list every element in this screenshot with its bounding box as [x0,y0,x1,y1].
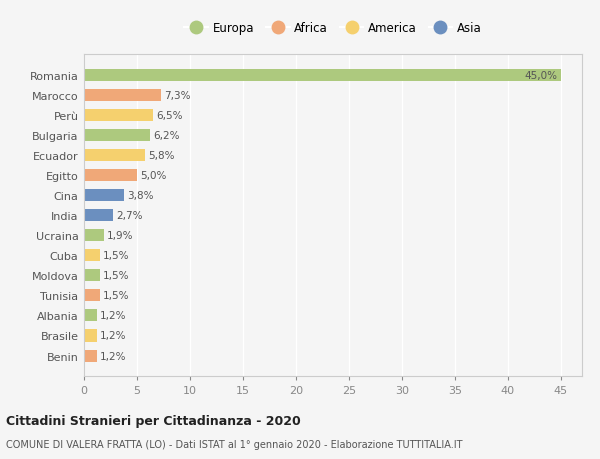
Text: 1,2%: 1,2% [100,311,127,321]
Text: COMUNE DI VALERA FRATTA (LO) - Dati ISTAT al 1° gennaio 2020 - Elaborazione TUTT: COMUNE DI VALERA FRATTA (LO) - Dati ISTA… [6,440,463,449]
Text: 5,0%: 5,0% [140,171,167,181]
Text: 1,2%: 1,2% [100,351,127,361]
Bar [84,310,97,322]
Text: 45,0%: 45,0% [524,71,557,81]
Text: 3,8%: 3,8% [127,191,154,201]
Bar [84,90,161,102]
Bar [84,290,100,302]
Legend: Europa, Africa, America, Asia: Europa, Africa, America, Asia [184,22,482,35]
Bar [84,330,97,342]
Bar [84,350,97,362]
Text: 6,5%: 6,5% [156,111,182,121]
Text: 1,9%: 1,9% [107,231,134,241]
Bar [84,190,124,202]
Text: 1,5%: 1,5% [103,271,130,281]
Bar [84,250,100,262]
Bar [84,270,100,282]
Text: 1,5%: 1,5% [103,291,130,301]
Bar [84,70,561,82]
Text: 7,3%: 7,3% [164,91,191,101]
Bar [84,230,104,242]
Text: 1,5%: 1,5% [103,251,130,261]
Bar [84,170,137,182]
Bar [84,110,153,122]
Bar [84,150,145,162]
Bar [84,210,113,222]
Text: 1,2%: 1,2% [100,331,127,341]
Text: 2,7%: 2,7% [116,211,142,221]
Text: 6,2%: 6,2% [153,131,179,141]
Text: 5,8%: 5,8% [149,151,175,161]
Text: Cittadini Stranieri per Cittadinanza - 2020: Cittadini Stranieri per Cittadinanza - 2… [6,414,301,428]
Bar [84,130,149,142]
